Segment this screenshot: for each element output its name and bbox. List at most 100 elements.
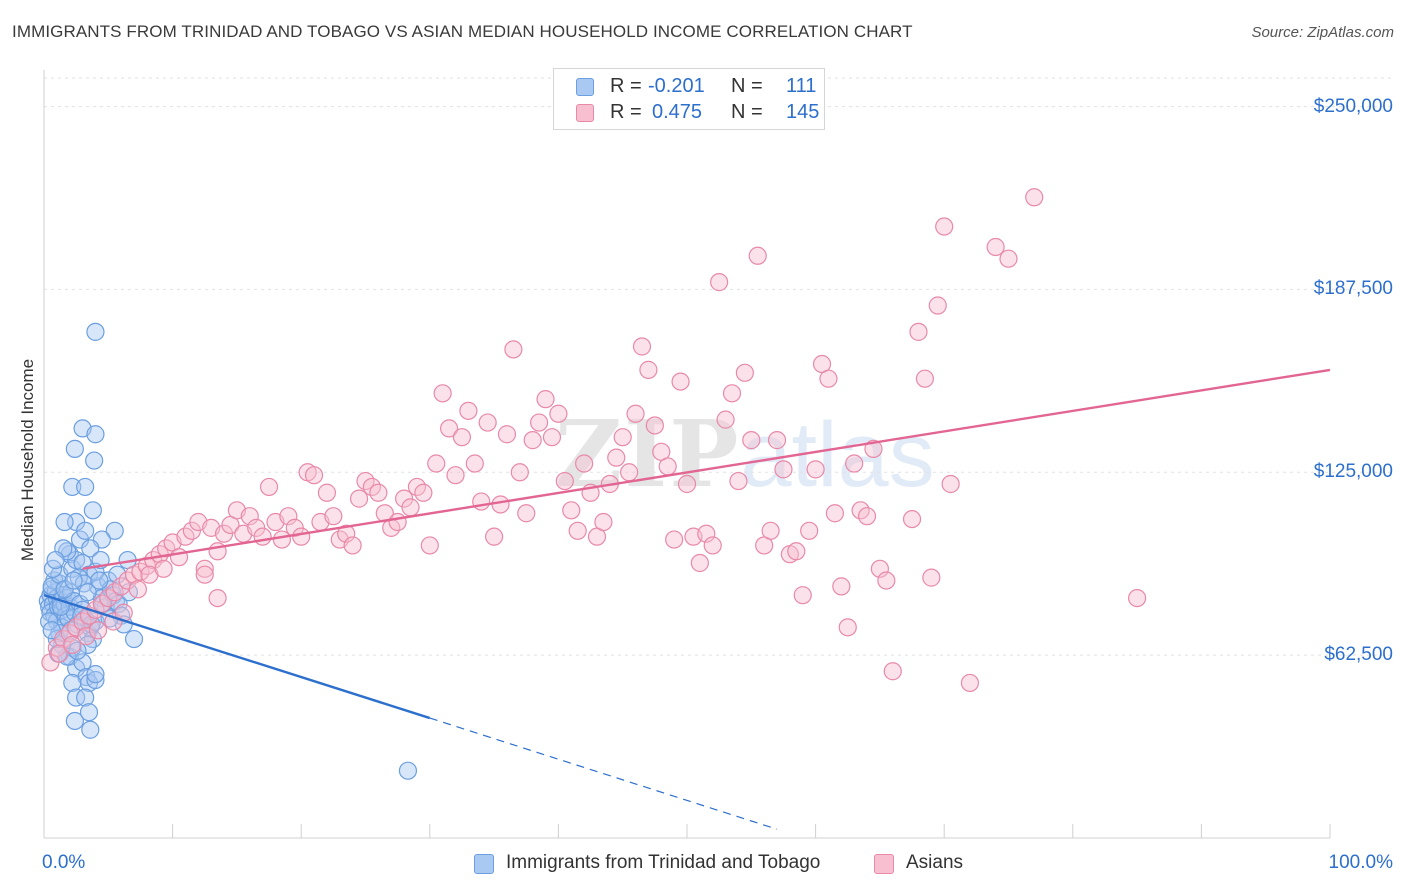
point-trinidad xyxy=(63,673,82,693)
watermark-atlas: atlas xyxy=(740,404,935,506)
point-asians xyxy=(767,431,787,450)
point-asians xyxy=(568,521,587,540)
point-trinidad xyxy=(65,439,84,458)
point-trinidad xyxy=(86,322,105,341)
point-asians xyxy=(195,559,214,578)
point-asians xyxy=(485,527,504,546)
point-trinidad xyxy=(46,550,65,570)
y-tick-label: $125,000 xyxy=(1313,461,1393,483)
point-asians xyxy=(324,507,343,526)
point-asians xyxy=(594,512,613,532)
point-asians xyxy=(433,384,452,403)
legend-n-label: N = xyxy=(731,101,763,123)
y-tick-label: $187,500 xyxy=(1313,278,1393,300)
point-asians xyxy=(710,273,729,292)
point-asians xyxy=(504,340,523,359)
point-asians xyxy=(253,527,272,546)
point-asians xyxy=(729,471,748,491)
point-asians xyxy=(343,536,362,555)
point-asians xyxy=(208,588,227,608)
bottom-legend-swatch-asians xyxy=(874,854,894,874)
point-asians xyxy=(317,483,337,502)
point-asians xyxy=(401,498,420,517)
point-trinidad xyxy=(69,568,88,587)
point-asians xyxy=(671,372,690,391)
point-asians xyxy=(388,512,407,532)
point-asians xyxy=(536,390,555,409)
point-asians xyxy=(613,428,632,447)
point-asians xyxy=(935,217,954,236)
point-asians xyxy=(523,431,542,450)
point-asians xyxy=(517,504,536,523)
point-asians xyxy=(742,431,761,450)
point-asians xyxy=(877,571,896,590)
point-trinidad xyxy=(124,629,144,649)
point-trinidad xyxy=(76,521,95,540)
point-asians xyxy=(1127,588,1147,608)
legend-r-value: -0.201 xyxy=(648,75,705,97)
x-tick-label-min: 0.0% xyxy=(42,852,86,873)
point-asians xyxy=(793,586,812,605)
point-trinidad xyxy=(81,720,100,739)
trend-line-trinidad xyxy=(43,594,431,720)
point-asians xyxy=(562,501,581,520)
legend-r-label: R = xyxy=(610,75,642,97)
point-asians xyxy=(800,521,819,540)
point-asians xyxy=(787,542,806,561)
point-asians xyxy=(999,249,1018,268)
point-asians xyxy=(452,428,472,447)
point-trinidad xyxy=(86,665,105,684)
y-tick-label: $250,000 xyxy=(1313,95,1393,117)
point-asians xyxy=(292,527,311,546)
point-asians xyxy=(337,524,356,543)
point-trinidad xyxy=(86,425,105,444)
point-trinidad xyxy=(63,477,82,497)
point-asians xyxy=(77,627,96,646)
point-asians xyxy=(530,413,549,432)
legend-r-value: 0.475 xyxy=(652,101,703,123)
point-asians xyxy=(922,568,941,587)
point-asians xyxy=(446,466,465,485)
point-asians xyxy=(941,474,960,494)
point-asians xyxy=(555,471,574,491)
point-asians xyxy=(439,419,459,438)
axes xyxy=(43,70,1331,839)
point-trinidad xyxy=(398,761,418,780)
point-asians xyxy=(735,363,754,382)
point-asians xyxy=(986,237,1005,257)
point-asians xyxy=(497,425,517,444)
point-asians xyxy=(902,509,922,529)
point-asians xyxy=(620,463,639,482)
point-asians xyxy=(491,495,510,514)
gridlines xyxy=(44,77,1395,656)
legend-swatch-asians xyxy=(576,104,594,122)
point-trinidad xyxy=(68,641,87,660)
point-asians xyxy=(169,548,189,567)
point-asians xyxy=(128,580,147,599)
point-asians xyxy=(607,448,626,467)
point-asians xyxy=(50,644,69,663)
point-asians xyxy=(369,483,388,502)
watermark-zip: ZIP xyxy=(555,400,741,508)
point-asians xyxy=(909,322,928,341)
point-asians xyxy=(632,337,652,356)
point-asians xyxy=(697,524,716,543)
point-asians xyxy=(774,460,793,479)
point-trinidad xyxy=(78,583,97,602)
legend-n-value: 111 xyxy=(786,75,817,97)
watermark: ZIPatlas xyxy=(555,400,935,508)
point-asians xyxy=(761,521,780,540)
point-trinidad xyxy=(83,501,102,520)
trend-line-trinidad-extension xyxy=(429,717,778,830)
point-trinidad xyxy=(65,711,84,731)
point-asians xyxy=(870,559,890,578)
point-trinidad xyxy=(79,703,99,722)
point-asians xyxy=(806,460,825,479)
point-asians xyxy=(240,507,259,526)
point-asians xyxy=(883,662,902,681)
point-asians xyxy=(279,507,298,526)
point-asians xyxy=(915,369,935,388)
series-trinidad-points xyxy=(38,322,418,780)
point-asians xyxy=(722,384,742,403)
point-asians xyxy=(716,410,735,429)
